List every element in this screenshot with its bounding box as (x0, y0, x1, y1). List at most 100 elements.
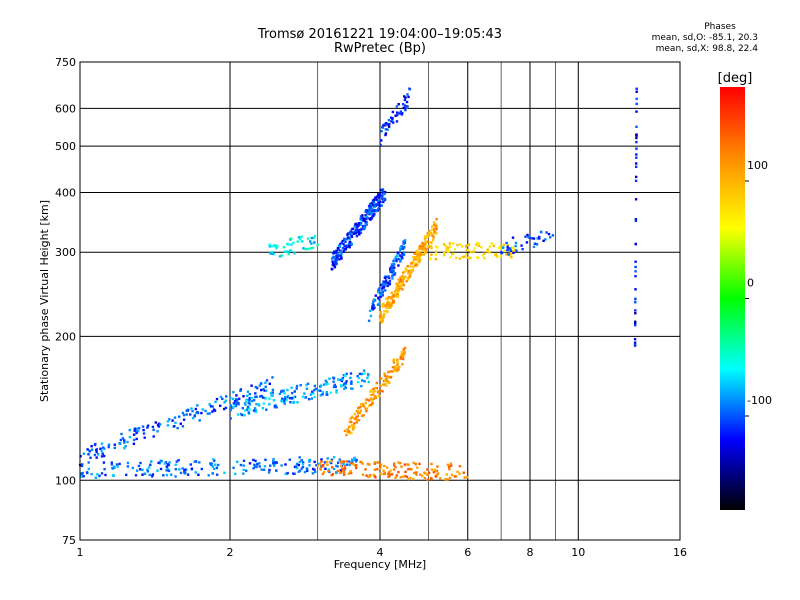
data-point (390, 271, 393, 274)
data-point (480, 246, 483, 249)
data-point (292, 241, 295, 245)
data-point (381, 294, 384, 297)
data-point (298, 237, 302, 241)
data-point (358, 411, 362, 415)
data-point (305, 383, 308, 387)
data-point (402, 283, 405, 287)
data-point (242, 464, 245, 467)
data-point (434, 223, 437, 226)
data-point (151, 425, 155, 429)
data-point (400, 465, 403, 468)
data-point (123, 439, 126, 442)
data-point (396, 113, 399, 117)
data-point (431, 225, 434, 228)
data-point (392, 259, 395, 263)
data-point (272, 462, 275, 466)
data-point (229, 396, 232, 400)
data-point (167, 469, 171, 473)
colorbar-label: [deg] (718, 71, 753, 86)
data-point (235, 401, 238, 405)
data-point (236, 460, 239, 464)
plot-frame (79, 61, 681, 541)
data-point (369, 397, 372, 400)
data-point (208, 412, 211, 415)
data-point (341, 378, 344, 381)
data-point (312, 392, 315, 395)
data-point (236, 413, 240, 416)
data-point (141, 473, 144, 476)
data-point (383, 310, 386, 313)
data-point (313, 384, 316, 388)
data-point (355, 228, 358, 231)
data-point (231, 397, 235, 401)
data-point (156, 469, 159, 472)
data-point (150, 460, 153, 463)
data-point (348, 238, 351, 241)
data-point (443, 251, 446, 254)
x-tick-label: 2 (227, 546, 234, 559)
data-point (251, 399, 254, 403)
data-point (368, 463, 371, 466)
data-point (389, 376, 393, 379)
data-point (418, 462, 421, 466)
data-point (533, 242, 537, 245)
data-point (286, 388, 289, 392)
data-point (174, 468, 177, 471)
data-point (453, 475, 457, 478)
data-point (634, 198, 638, 201)
data-point (173, 416, 177, 419)
data-point (414, 462, 417, 466)
data-point (353, 458, 356, 461)
data-point (376, 209, 379, 212)
colorbar-ticks: 100 0 -100 (745, 159, 772, 417)
data-point (392, 266, 396, 269)
data-point (403, 98, 407, 102)
data-point (337, 244, 341, 247)
data-point (434, 253, 437, 257)
data-point (367, 319, 371, 322)
data-point (418, 247, 421, 251)
data-point (332, 251, 336, 254)
data-point (213, 467, 216, 471)
data-point (159, 423, 162, 426)
data-point (283, 392, 286, 395)
data-point (635, 110, 638, 113)
data-point (360, 372, 364, 376)
data-point (313, 460, 316, 464)
data-point (268, 243, 271, 246)
data-point (635, 90, 638, 93)
data-point (316, 389, 320, 392)
data-point (158, 462, 162, 465)
data-point (148, 466, 151, 469)
data-point (424, 245, 427, 248)
data-point (342, 242, 345, 246)
data-point (387, 119, 391, 122)
data-point (325, 393, 328, 396)
data-point (377, 302, 381, 305)
data-point (323, 461, 327, 464)
data-point (403, 239, 407, 242)
data-point (357, 230, 360, 234)
data-point (373, 387, 377, 390)
data-point (379, 314, 383, 317)
data-point (248, 400, 251, 404)
data-point (391, 118, 394, 122)
data-point (634, 297, 637, 301)
data-point (634, 275, 637, 278)
data-point (396, 111, 399, 114)
data-point (416, 259, 419, 262)
data-point (447, 250, 450, 253)
data-point (481, 254, 485, 257)
data-point (348, 232, 352, 236)
data-point (488, 251, 491, 254)
data-point (194, 460, 197, 463)
data-point (290, 391, 294, 395)
data-point (211, 472, 214, 475)
data-point (183, 471, 187, 474)
data-point (397, 461, 400, 464)
data-point (324, 379, 328, 383)
data-point (270, 245, 274, 248)
data-point (365, 223, 368, 226)
data-point (286, 394, 290, 398)
data-point (211, 410, 214, 413)
